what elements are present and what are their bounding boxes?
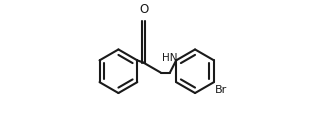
Text: O: O [139,3,148,16]
Text: Br: Br [215,85,228,95]
Text: HN: HN [161,53,177,63]
